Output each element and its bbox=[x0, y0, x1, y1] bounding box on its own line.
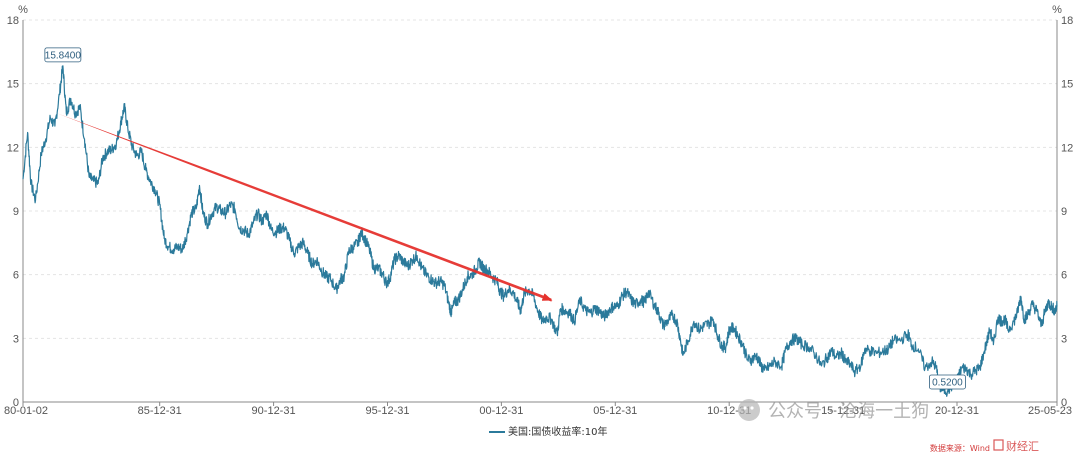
y-tick-right-3: 3 bbox=[1061, 333, 1067, 345]
annotations: 15.8400 0.5200 bbox=[44, 47, 966, 390]
series-line-0 bbox=[22, 65, 1058, 397]
x-tick-label: 20-12-31 bbox=[935, 405, 979, 417]
wechat-logo-eye-right bbox=[750, 406, 754, 410]
y-tick-left-12: 12 bbox=[7, 142, 19, 154]
y-tick-right-12: 12 bbox=[1061, 142, 1073, 154]
wechat-logo-icon bbox=[738, 399, 760, 421]
trend-arrow-body bbox=[57, 113, 552, 302]
grid-lines bbox=[23, 19, 1057, 339]
brand-text: 财经汇 bbox=[1006, 439, 1039, 453]
wechat-logo-eye-left bbox=[743, 406, 747, 410]
y-tick-right-9: 9 bbox=[1061, 206, 1067, 218]
legend-label: 美国:国债收益率:10年 bbox=[508, 425, 607, 438]
x-tick-label: 95-12-31 bbox=[365, 405, 409, 417]
x-tick-label: 25-05-23 bbox=[1028, 405, 1072, 417]
series-layer bbox=[22, 65, 1058, 397]
x-tick-label: 85-12-31 bbox=[138, 405, 182, 417]
annotation-label: 15.8400 bbox=[45, 50, 82, 61]
x-tick-label: 90-12-31 bbox=[252, 405, 296, 417]
y-tick-right-0: 0 bbox=[1061, 397, 1067, 409]
x-tick-label: 05-12-31 bbox=[593, 405, 637, 417]
y-tick-left-3: 3 bbox=[13, 333, 19, 345]
annotation-label: 0.5200 bbox=[932, 377, 963, 388]
y-tick-left-9: 9 bbox=[13, 206, 19, 218]
y-tick-left-15: 15 bbox=[7, 79, 19, 91]
legend: 美国:国债收益率:10年 bbox=[489, 425, 607, 438]
watermark-text: 公众号 · 沧海一土狗 bbox=[768, 401, 929, 422]
y-tick-right-18: 18 bbox=[1061, 15, 1073, 27]
x-tick-label: 00-12-31 bbox=[479, 405, 523, 417]
y-tick-left-6: 6 bbox=[13, 270, 19, 282]
x-tick-label: 15-12-31 bbox=[821, 405, 865, 417]
y-tick-left-18: 18 bbox=[7, 15, 19, 27]
trend-arrow-layer bbox=[57, 113, 553, 302]
y-tick-left-0: 0 bbox=[13, 397, 19, 409]
axes: % % bbox=[18, 4, 1062, 403]
y-tick-right-15: 15 bbox=[1061, 79, 1073, 91]
annotation-box bbox=[44, 47, 82, 63]
source-badge: 数据来源：Wind 财经汇 bbox=[930, 439, 1039, 453]
annotation-box bbox=[929, 374, 966, 390]
trend-arrow-head bbox=[541, 293, 553, 301]
y-tick-right-6: 6 bbox=[1061, 270, 1067, 282]
source-text: 数据来源：Wind bbox=[930, 443, 990, 453]
watermark: 公众号 · 沧海一土狗 bbox=[738, 399, 929, 422]
x-tick-label: 80-01-02 bbox=[4, 405, 48, 417]
tick-labels: 0 0 3 3 6 6 9 9 12 12 15 15 18 18 80-01-02 85-12-31 90-1… bbox=[4, 15, 1073, 417]
brand-logo-icon bbox=[993, 439, 1004, 451]
y-unit-left: % bbox=[18, 4, 28, 16]
y-unit-right: % bbox=[1052, 4, 1062, 16]
